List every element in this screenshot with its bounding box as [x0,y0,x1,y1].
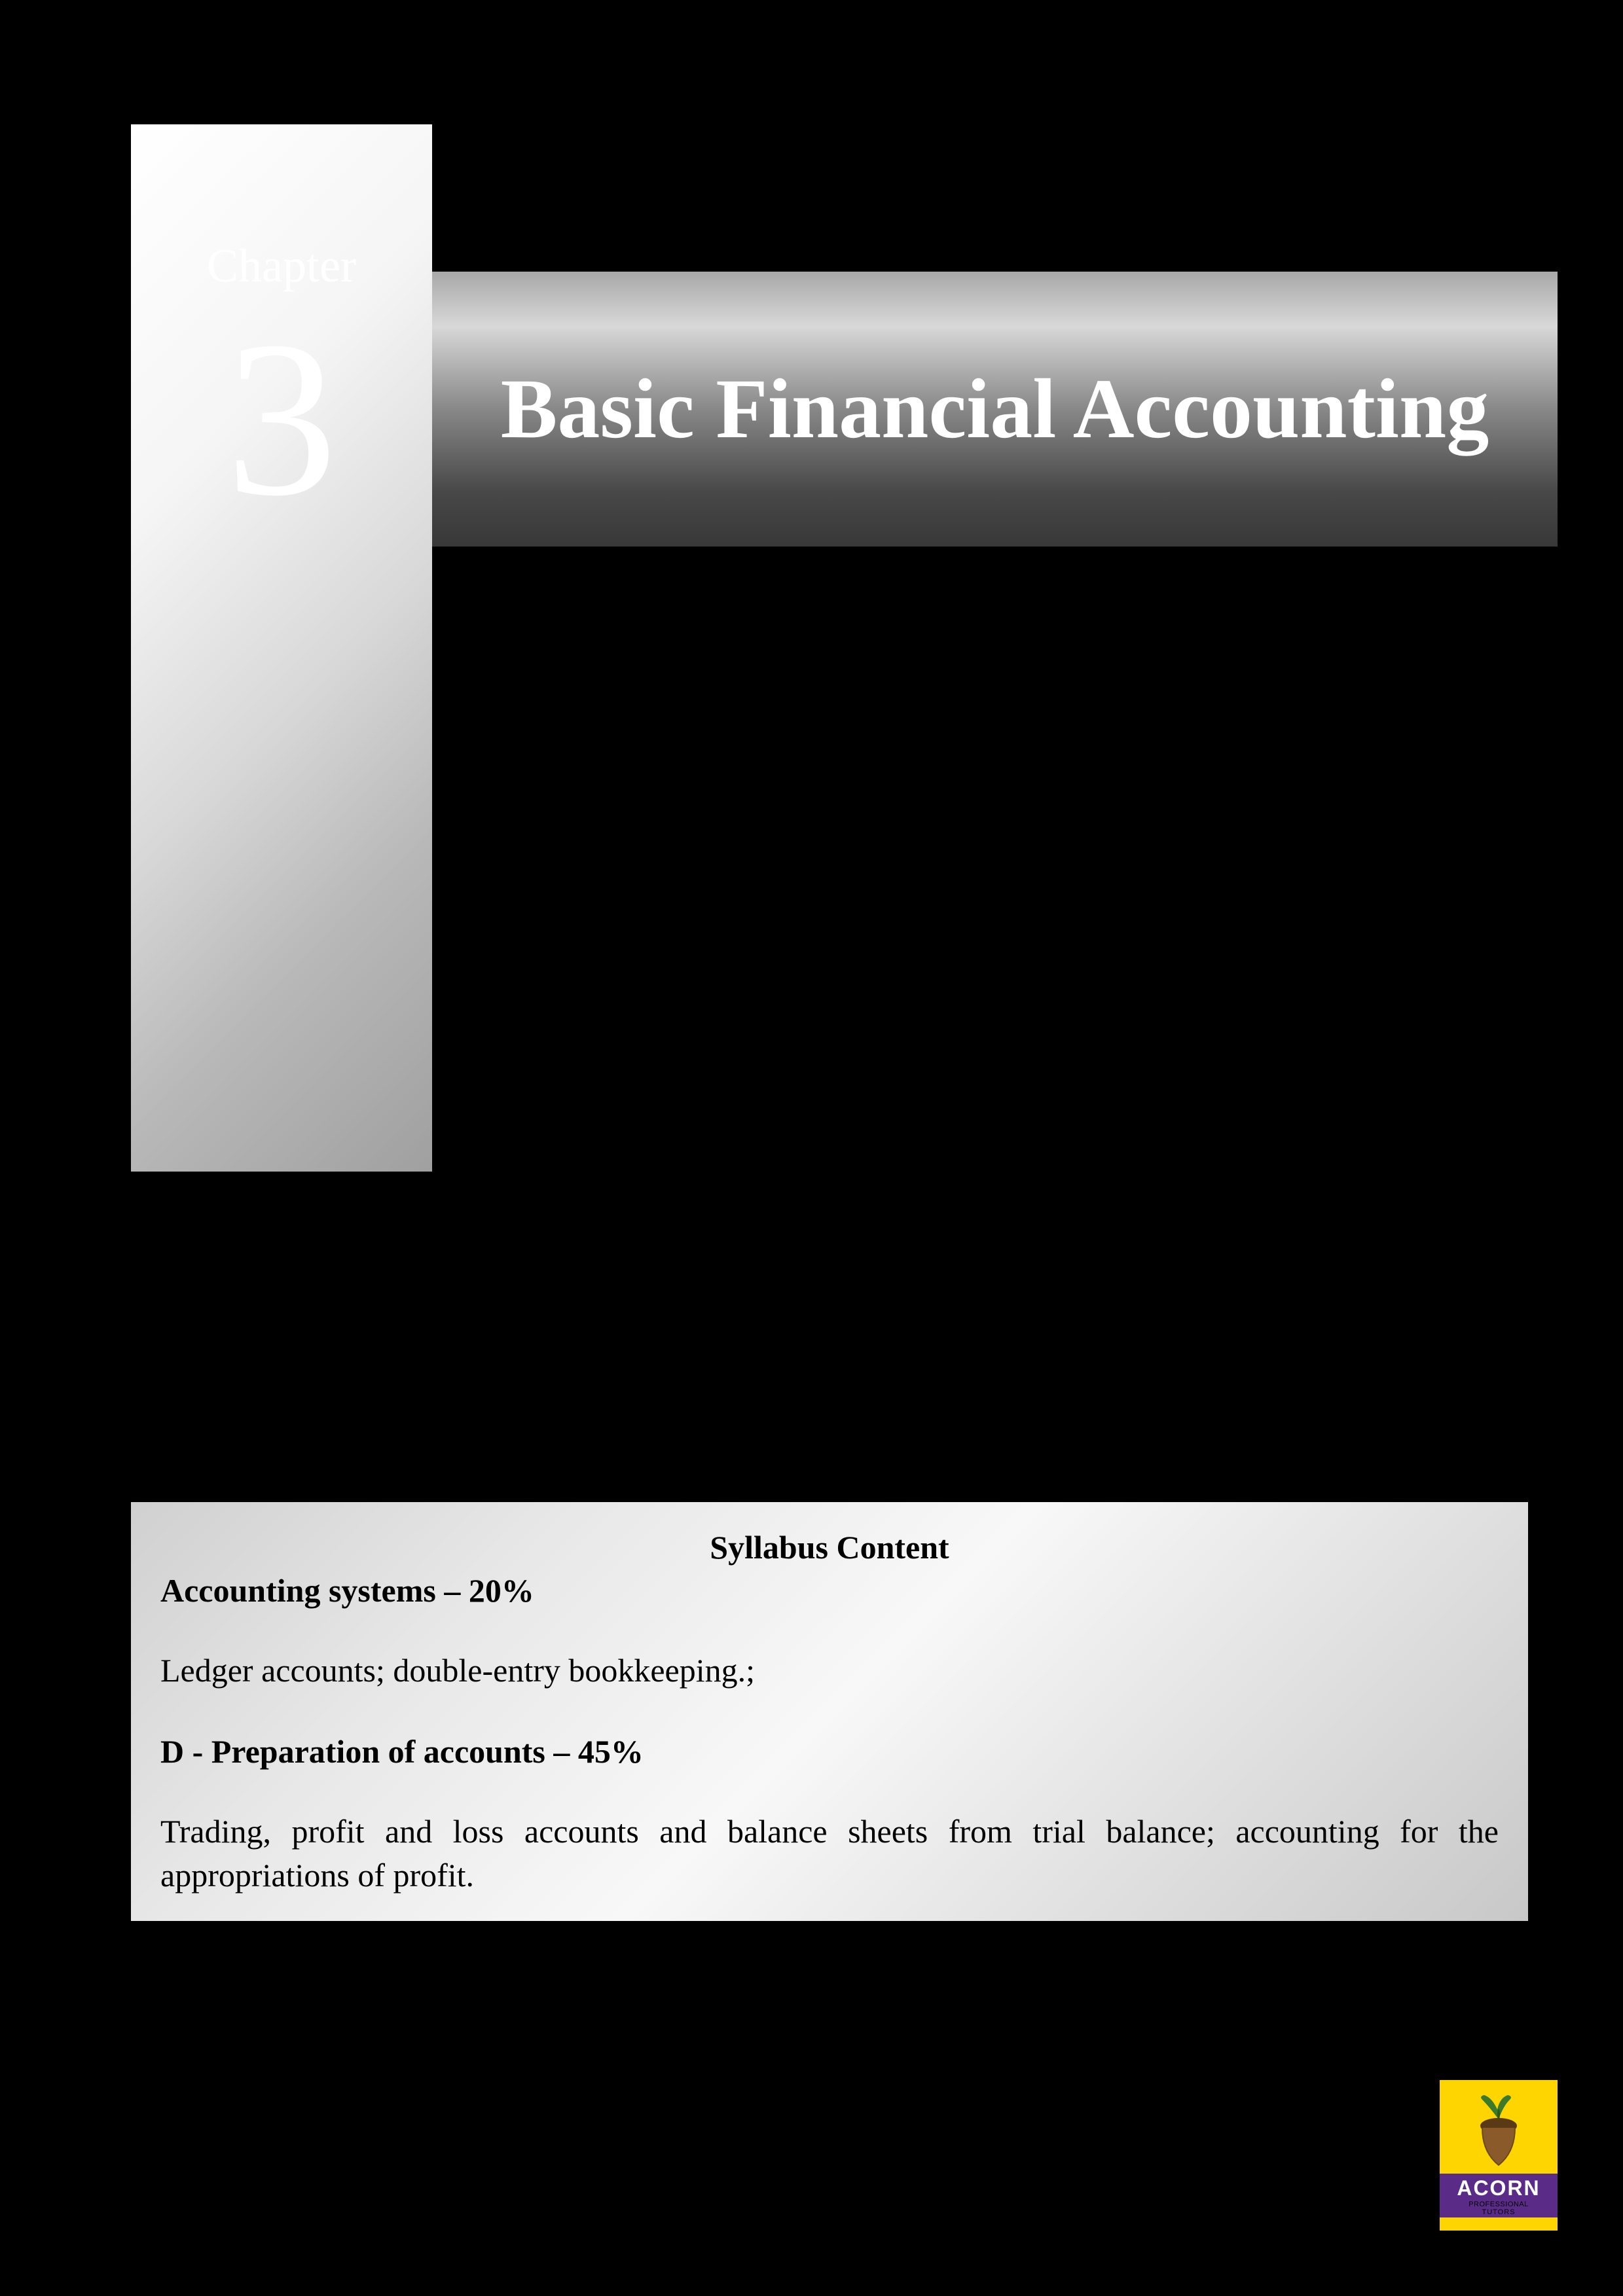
logo-name: ACORN [1440,2176,1558,2200]
syllabus-section1-heading: Accounting systems – 20% [160,1571,1499,1609]
title-banner: Basic Financial Accounting [432,272,1558,547]
syllabus-panel: Syllabus Content Accounting systems – 20… [131,1502,1528,1921]
logo-sub1: PROFESSIONAL [1440,2200,1558,2208]
chapter-title: Basic Financial Accounting [501,358,1489,460]
logo-name-band: ACORN PROFESSIONAL TUTORS [1440,2174,1558,2217]
chapter-panel: Chapter 3 [131,124,432,1172]
logo-sub2: TUTORS [1440,2208,1558,2216]
acorn-icon [1466,2090,1531,2168]
chapter-number: 3 [131,308,432,530]
syllabus-heading: Syllabus Content [160,1528,1499,1566]
syllabus-section1-body: Ledger accounts; double-entry bookkeepin… [160,1649,1499,1693]
syllabus-section2-body: Trading, profit and loss accounts and ba… [160,1810,1499,1898]
chapter-label: Chapter [131,239,432,293]
syllabus-section2-heading: D - Preparation of accounts – 45% [160,1732,1499,1770]
publisher-logo: ACORN PROFESSIONAL TUTORS [1440,2080,1558,2231]
